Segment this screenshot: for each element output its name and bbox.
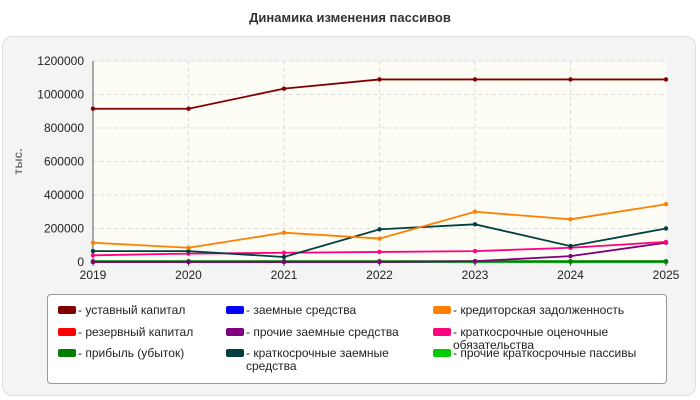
legend-swatch <box>226 306 244 314</box>
legend-swatch <box>58 328 76 336</box>
legend-swatch <box>58 306 76 314</box>
series-point-6 <box>568 217 573 222</box>
series-point-5 <box>472 222 478 227</box>
legend-swatch <box>226 349 244 357</box>
series-point-5 <box>90 248 96 254</box>
series-point-5 <box>663 226 669 231</box>
series-point-4 <box>90 259 96 265</box>
legend-swatch <box>58 349 76 357</box>
series-point-7 <box>377 249 382 255</box>
y-tick-label: 600000 <box>44 155 84 169</box>
y-tick-label: 800000 <box>44 121 84 135</box>
x-tick-label: 2023 <box>462 268 489 282</box>
legend-label: - уставный капитал <box>78 303 186 317</box>
series-point-7 <box>281 250 287 255</box>
series-point-6 <box>186 245 191 250</box>
series-point-6 <box>663 202 669 207</box>
legend-label: - краткосрочные оценочные обязательства <box>453 325 609 352</box>
series-point-0 <box>663 77 669 82</box>
series-point-0 <box>472 77 478 82</box>
y-tick-label: 1000000 <box>37 88 84 102</box>
chart-title: Динамика изменения пассивов <box>249 10 451 25</box>
series-point-5 <box>186 248 191 254</box>
series-point-4 <box>568 253 573 259</box>
legend-label: - прочие заемные средства <box>246 325 399 339</box>
y-tick-label: 0 <box>77 255 84 269</box>
series-point-5 <box>281 254 287 260</box>
legend-swatch <box>433 349 451 357</box>
legend-label: - заемные средства <box>246 303 357 317</box>
series-point-7 <box>663 239 669 245</box>
series-point-0 <box>281 86 287 91</box>
series-point-5 <box>568 243 573 249</box>
series-point-4 <box>281 259 287 265</box>
x-tick-label: 2022 <box>366 268 393 282</box>
series-point-0 <box>377 77 382 82</box>
legend-swatch <box>226 328 244 336</box>
series-point-5 <box>377 227 382 232</box>
series-point-2 <box>568 258 573 264</box>
y-tick-label: 400000 <box>44 188 84 202</box>
series-point-0 <box>186 106 191 111</box>
series-point-0 <box>90 106 96 111</box>
series-point-0 <box>568 77 573 82</box>
series-point-4 <box>186 259 191 265</box>
series-point-7 <box>90 253 96 258</box>
y-tick-label: 200000 <box>44 222 84 236</box>
x-tick-label: 2019 <box>80 268 107 282</box>
series-point-2 <box>663 258 669 264</box>
y-axis-label: тыс. <box>11 148 25 174</box>
legend-label: - краткосрочные заемные средства <box>246 346 389 373</box>
x-tick-label: 2021 <box>271 268 298 282</box>
series-point-4 <box>472 258 478 264</box>
legend-label: - прибыль (убыток) <box>78 346 185 360</box>
series-point-7 <box>472 248 478 254</box>
legend-label: - прочие краткосрочные пассивы <box>453 346 637 360</box>
series-point-4 <box>377 259 382 265</box>
legend: - уставный капитал - резервный капитал - п… <box>47 294 667 384</box>
legend-swatch <box>433 306 451 314</box>
x-tick-label: 2020 <box>175 268 202 282</box>
legend-label: - резервный капитал <box>78 325 194 339</box>
x-tick-label: 2024 <box>557 268 584 282</box>
legend-swatch <box>433 328 451 336</box>
series-point-6 <box>472 209 478 214</box>
series-point-6 <box>377 236 382 241</box>
x-tick-label: 2025 <box>653 268 680 282</box>
legend-label: - кредиторская задолженность <box>453 303 625 317</box>
y-tick-label: 1200000 <box>37 54 84 68</box>
series-point-6 <box>281 230 287 235</box>
series-point-6 <box>90 240 96 245</box>
